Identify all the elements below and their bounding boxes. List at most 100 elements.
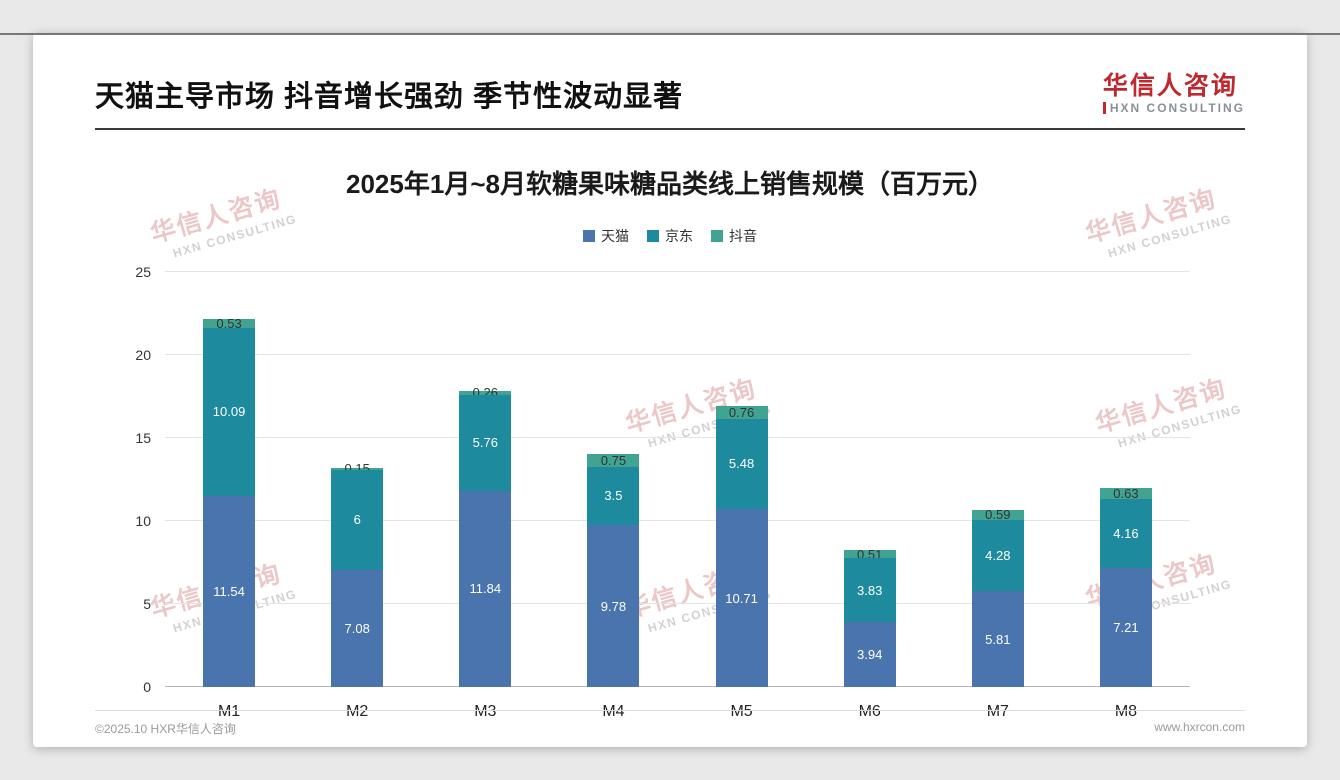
gridline (165, 603, 1190, 605)
bar-segment: 0.76 (715, 406, 768, 419)
bar-segment: 5.48 (715, 418, 768, 510)
legend-label: 抖音 (729, 228, 757, 245)
bar-value-label: 5.76 (472, 435, 498, 451)
bar: 11.84 5.76 0.26 (459, 386, 512, 688)
bar-group: 5.81 4.28 0.59 M7 (934, 272, 1062, 720)
bar: 7.21 4.16 0.63 (1099, 485, 1152, 688)
gridline (165, 686, 1190, 688)
y-axis-label: 0 (143, 679, 151, 696)
bar-segment: 3.5 (587, 466, 640, 525)
page-title: 天猫主导市场 抖音增长强劲 季节性波动显著 (95, 81, 684, 114)
logo-en-text: HXN CONSULTING (1109, 101, 1245, 116)
logo-red-mark (1102, 102, 1106, 115)
bar: 5.81 4.28 0.59 (971, 507, 1024, 688)
x-axis-label: M1 (217, 703, 241, 721)
bar-segment: 4.28 (971, 519, 1024, 591)
y-axis-label: 25 (135, 264, 151, 281)
legend-swatch (583, 230, 595, 243)
gridline (165, 354, 1190, 356)
bar-value-label: 4.28 (985, 547, 1011, 563)
bar: 11.54 10.09 0.53 (203, 316, 256, 688)
legend: 天猫 京东 抖音 (33, 227, 1307, 245)
bar-value-label: 3.5 (604, 488, 623, 504)
y-axis-label: 15 (135, 430, 151, 447)
bar-group: 7.08 6 0.15 M2 (293, 272, 421, 720)
legend-label: 京东 (665, 228, 693, 245)
chart-title: 2025年1月~8月软糖果味糖品类线上销售规模（百万元） (346, 169, 994, 200)
bar-value-label: 3.94 (857, 647, 883, 663)
bar-group: 9.78 3.5 0.75 M4 (549, 272, 677, 720)
bar-value-label: 10.71 (725, 590, 758, 606)
bar-value-label: 11.84 (469, 581, 502, 597)
gridline (165, 271, 1190, 273)
slide-footer: ©2025.10 HXR华信人咨询 www.hxrcon.com (95, 710, 1245, 737)
bar-value-label: 6 (353, 512, 361, 528)
bar-segment: 0.53 (203, 316, 256, 332)
bar-segment: 3.94 (843, 621, 896, 688)
bar-segment: 0.59 (971, 507, 1024, 523)
x-axis-label: M6 (858, 703, 881, 721)
bar-segment: 11.54 (203, 495, 256, 688)
bar-value-label: 7.08 (344, 620, 370, 636)
y-axis-label: 20 (135, 347, 151, 364)
footer-copyright: ©2025.10 HXR华信人咨询 (95, 722, 236, 736)
bar-value-label: 5.48 (728, 456, 755, 472)
page-edge-top (0, 33, 1340, 35)
logo-cn-text: 华信人咨询 (1102, 72, 1238, 100)
bar-value-label: 0.75 (600, 453, 627, 469)
bar-segment: 9.78 (587, 524, 640, 688)
bar-value-label: 5.81 (985, 631, 1011, 647)
y-axis-label: 5 (143, 596, 151, 613)
legend-item: 抖音 (711, 226, 757, 246)
slide-header: 天猫主导市场 抖音增长强劲 季节性波动显著 华信人咨询 HXN CONSULTI… (95, 33, 1245, 131)
bar-value-label: 4.16 (1113, 525, 1139, 541)
plot-area: 0 5 10 15 20 25 11.54 10.09 0.53 M1 7.08 6 0.15 M2 11.… (135, 264, 1190, 720)
x-axis-label: M4 (602, 703, 625, 721)
bar: 7.08 6 0.15 (331, 462, 384, 688)
bar-value-label: 0.51 (857, 546, 883, 562)
y-axis-label: 10 (135, 513, 151, 530)
slide: 华信人咨询 HXN CONSULTING 华信人咨询 HXN CONSULTING 华信… (33, 33, 1307, 747)
bar-value-label: 3.83 (857, 582, 883, 598)
footer-website: www.hxrcon.com (1154, 720, 1245, 734)
bar-value-label: 10.09 (212, 404, 246, 420)
bar-segment: 0.75 (587, 453, 640, 469)
bar-segment: 0.51 (843, 546, 896, 562)
bar-segment: 10.71 (715, 509, 768, 688)
logo-en-row: HXN CONSULTING (1102, 101, 1245, 116)
bar-segment: 5.81 (971, 590, 1024, 688)
bar-segment: 3.83 (843, 558, 896, 622)
bar-value-label: 0.53 (216, 316, 242, 332)
bar-value-label: 7.21 (1113, 619, 1139, 635)
bar: 3.94 3.83 0.51 (843, 546, 896, 688)
bar-value-label: 9.78 (600, 598, 627, 614)
bar-group: 10.71 5.48 0.76 M5 (678, 272, 806, 720)
gridline (165, 437, 1190, 439)
bar-segment: 10.09 (203, 328, 256, 496)
legend-label: 天猫 (601, 228, 629, 245)
bars-container: 11.54 10.09 0.53 M1 7.08 6 0.15 M2 11.84 5.76 0.26… (165, 272, 1190, 720)
bar-segment: 11.84 (459, 490, 512, 688)
bar-value-label: 11.54 (213, 583, 245, 599)
legend-swatch (711, 230, 723, 243)
legend-swatch (647, 230, 659, 243)
bar-segment: 5.76 (459, 395, 512, 491)
legend-item: 天猫 (583, 226, 629, 246)
bar-segment: 0.63 (1099, 485, 1152, 501)
bar: 9.78 3.5 0.75 (587, 453, 640, 688)
gridline (165, 520, 1190, 522)
bar-value-label: 0.59 (985, 507, 1011, 523)
bar-group: 3.94 3.83 0.51 M6 (806, 272, 934, 720)
x-axis-label: M7 (986, 703, 1009, 721)
x-axis-label: M5 (730, 703, 753, 721)
bar-segment: 4.16 (1099, 498, 1152, 568)
bar-group: 7.21 4.16 0.63 M8 (1062, 272, 1190, 720)
bar: 10.71 5.48 0.76 (715, 406, 768, 688)
x-axis-label: M8 (1114, 703, 1138, 721)
bar-value-label: 0.63 (1113, 485, 1139, 501)
x-axis-label: M2 (346, 703, 369, 721)
bar-segment: 6 (331, 470, 384, 570)
bar-segment: 7.08 (331, 569, 384, 688)
bar-segment: 7.21 (1099, 567, 1152, 688)
company-logo: 华信人咨询 HXN CONSULTING (1102, 72, 1245, 116)
